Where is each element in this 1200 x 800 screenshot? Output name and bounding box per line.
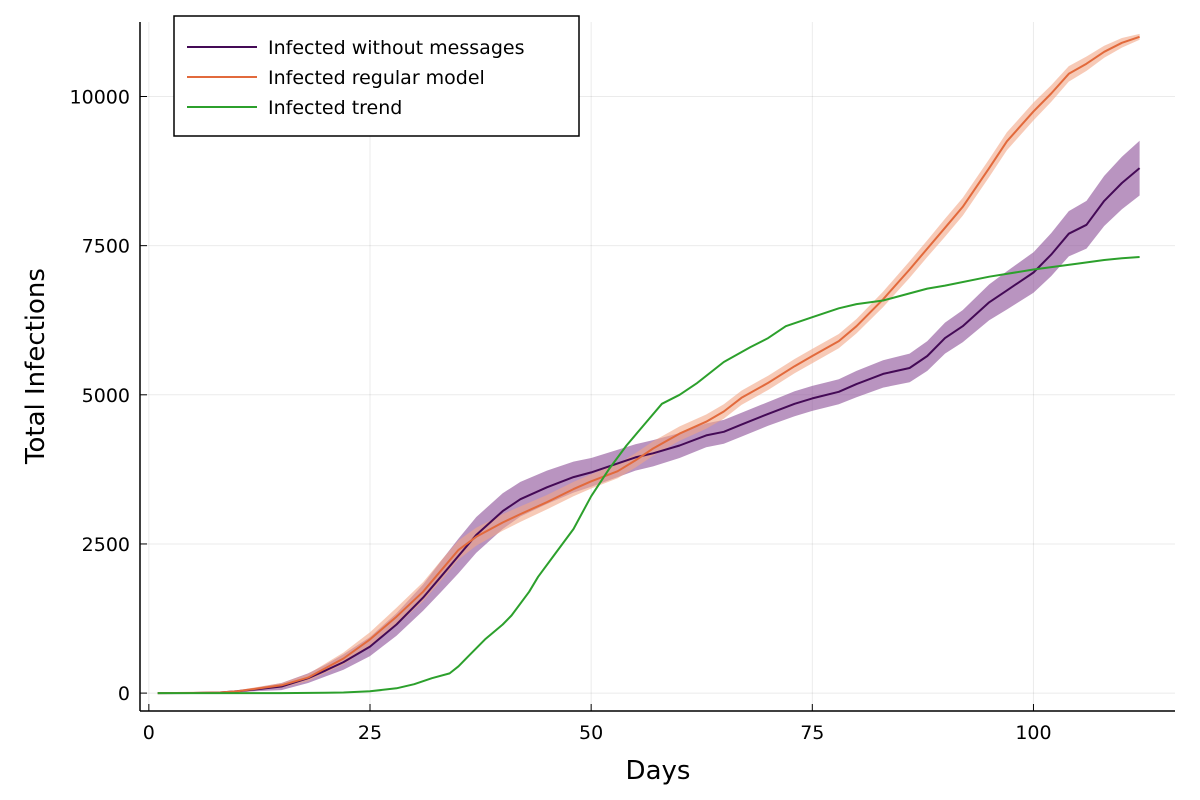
ticks: 0 25 50 75 100 0 2500 5000 7500 10000 bbox=[70, 87, 1052, 744]
x-tick-label: 100 bbox=[1015, 722, 1051, 744]
legend: Infected without messages Infected regul… bbox=[173, 15, 580, 137]
line-series-2 bbox=[157, 256, 1140, 695]
line-series-1 bbox=[157, 35, 1140, 695]
series-lines bbox=[157, 35, 1141, 695]
band-series-1 bbox=[157, 33, 1140, 694]
y-axis-label: Total Infections bbox=[21, 268, 51, 465]
y-tick-label: 0 bbox=[118, 683, 130, 705]
y-tick-label: 10000 bbox=[70, 87, 130, 109]
band-series-0 bbox=[157, 140, 1140, 694]
legend-label-trend: Infected trend bbox=[268, 97, 402, 119]
legend-label-regular-model: Infected regular model bbox=[268, 67, 485, 89]
x-axis-label: Days bbox=[626, 756, 691, 786]
x-tick-label: 75 bbox=[800, 722, 824, 744]
axes bbox=[139, 22, 1175, 712]
y-tick-label: 2500 bbox=[82, 534, 130, 556]
confidence-bands bbox=[157, 33, 1140, 694]
x-tick-label: 25 bbox=[358, 722, 382, 744]
legend-label-without-messages: Infected without messages bbox=[268, 37, 524, 59]
x-tick-label: 0 bbox=[143, 722, 155, 744]
x-tick-label: 50 bbox=[579, 722, 603, 744]
y-tick-label: 5000 bbox=[82, 385, 130, 407]
y-tick-label: 7500 bbox=[82, 236, 130, 258]
line-series-0 bbox=[157, 167, 1141, 695]
